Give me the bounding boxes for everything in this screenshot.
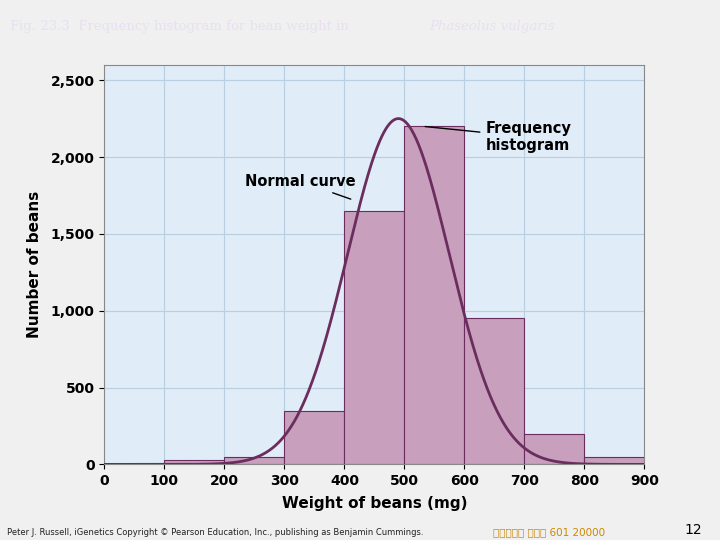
Bar [524, 434, 585, 464]
Text: Normal curve: Normal curve [246, 174, 356, 199]
Bar [405, 126, 464, 464]
Bar [225, 457, 284, 464]
Y-axis label: Number of beans: Number of beans [27, 191, 42, 338]
Text: Frequency
histogram: Frequency histogram [426, 121, 571, 153]
X-axis label: Weight of beans (mg): Weight of beans (mg) [282, 496, 467, 511]
Bar [284, 410, 344, 464]
Text: Peter J. Russell, iGenetics Copyright © Pearson Education, Inc., publishing as B: Peter J. Russell, iGenetics Copyright © … [7, 528, 423, 537]
Text: Fig. 23.3  Frequency histogram for bean weight in: Fig. 23.3 Frequency histogram for bean w… [10, 20, 353, 33]
Bar [344, 211, 405, 464]
Bar [464, 319, 524, 464]
Bar [164, 460, 225, 464]
Text: 12: 12 [685, 523, 702, 537]
Text: Phaseolus vulgaris: Phaseolus vulgaris [429, 20, 554, 33]
Text: 台大農藝系 遗傳學 601 20000: 台大農藝系 遗傳學 601 20000 [493, 527, 606, 537]
Bar [585, 457, 644, 464]
